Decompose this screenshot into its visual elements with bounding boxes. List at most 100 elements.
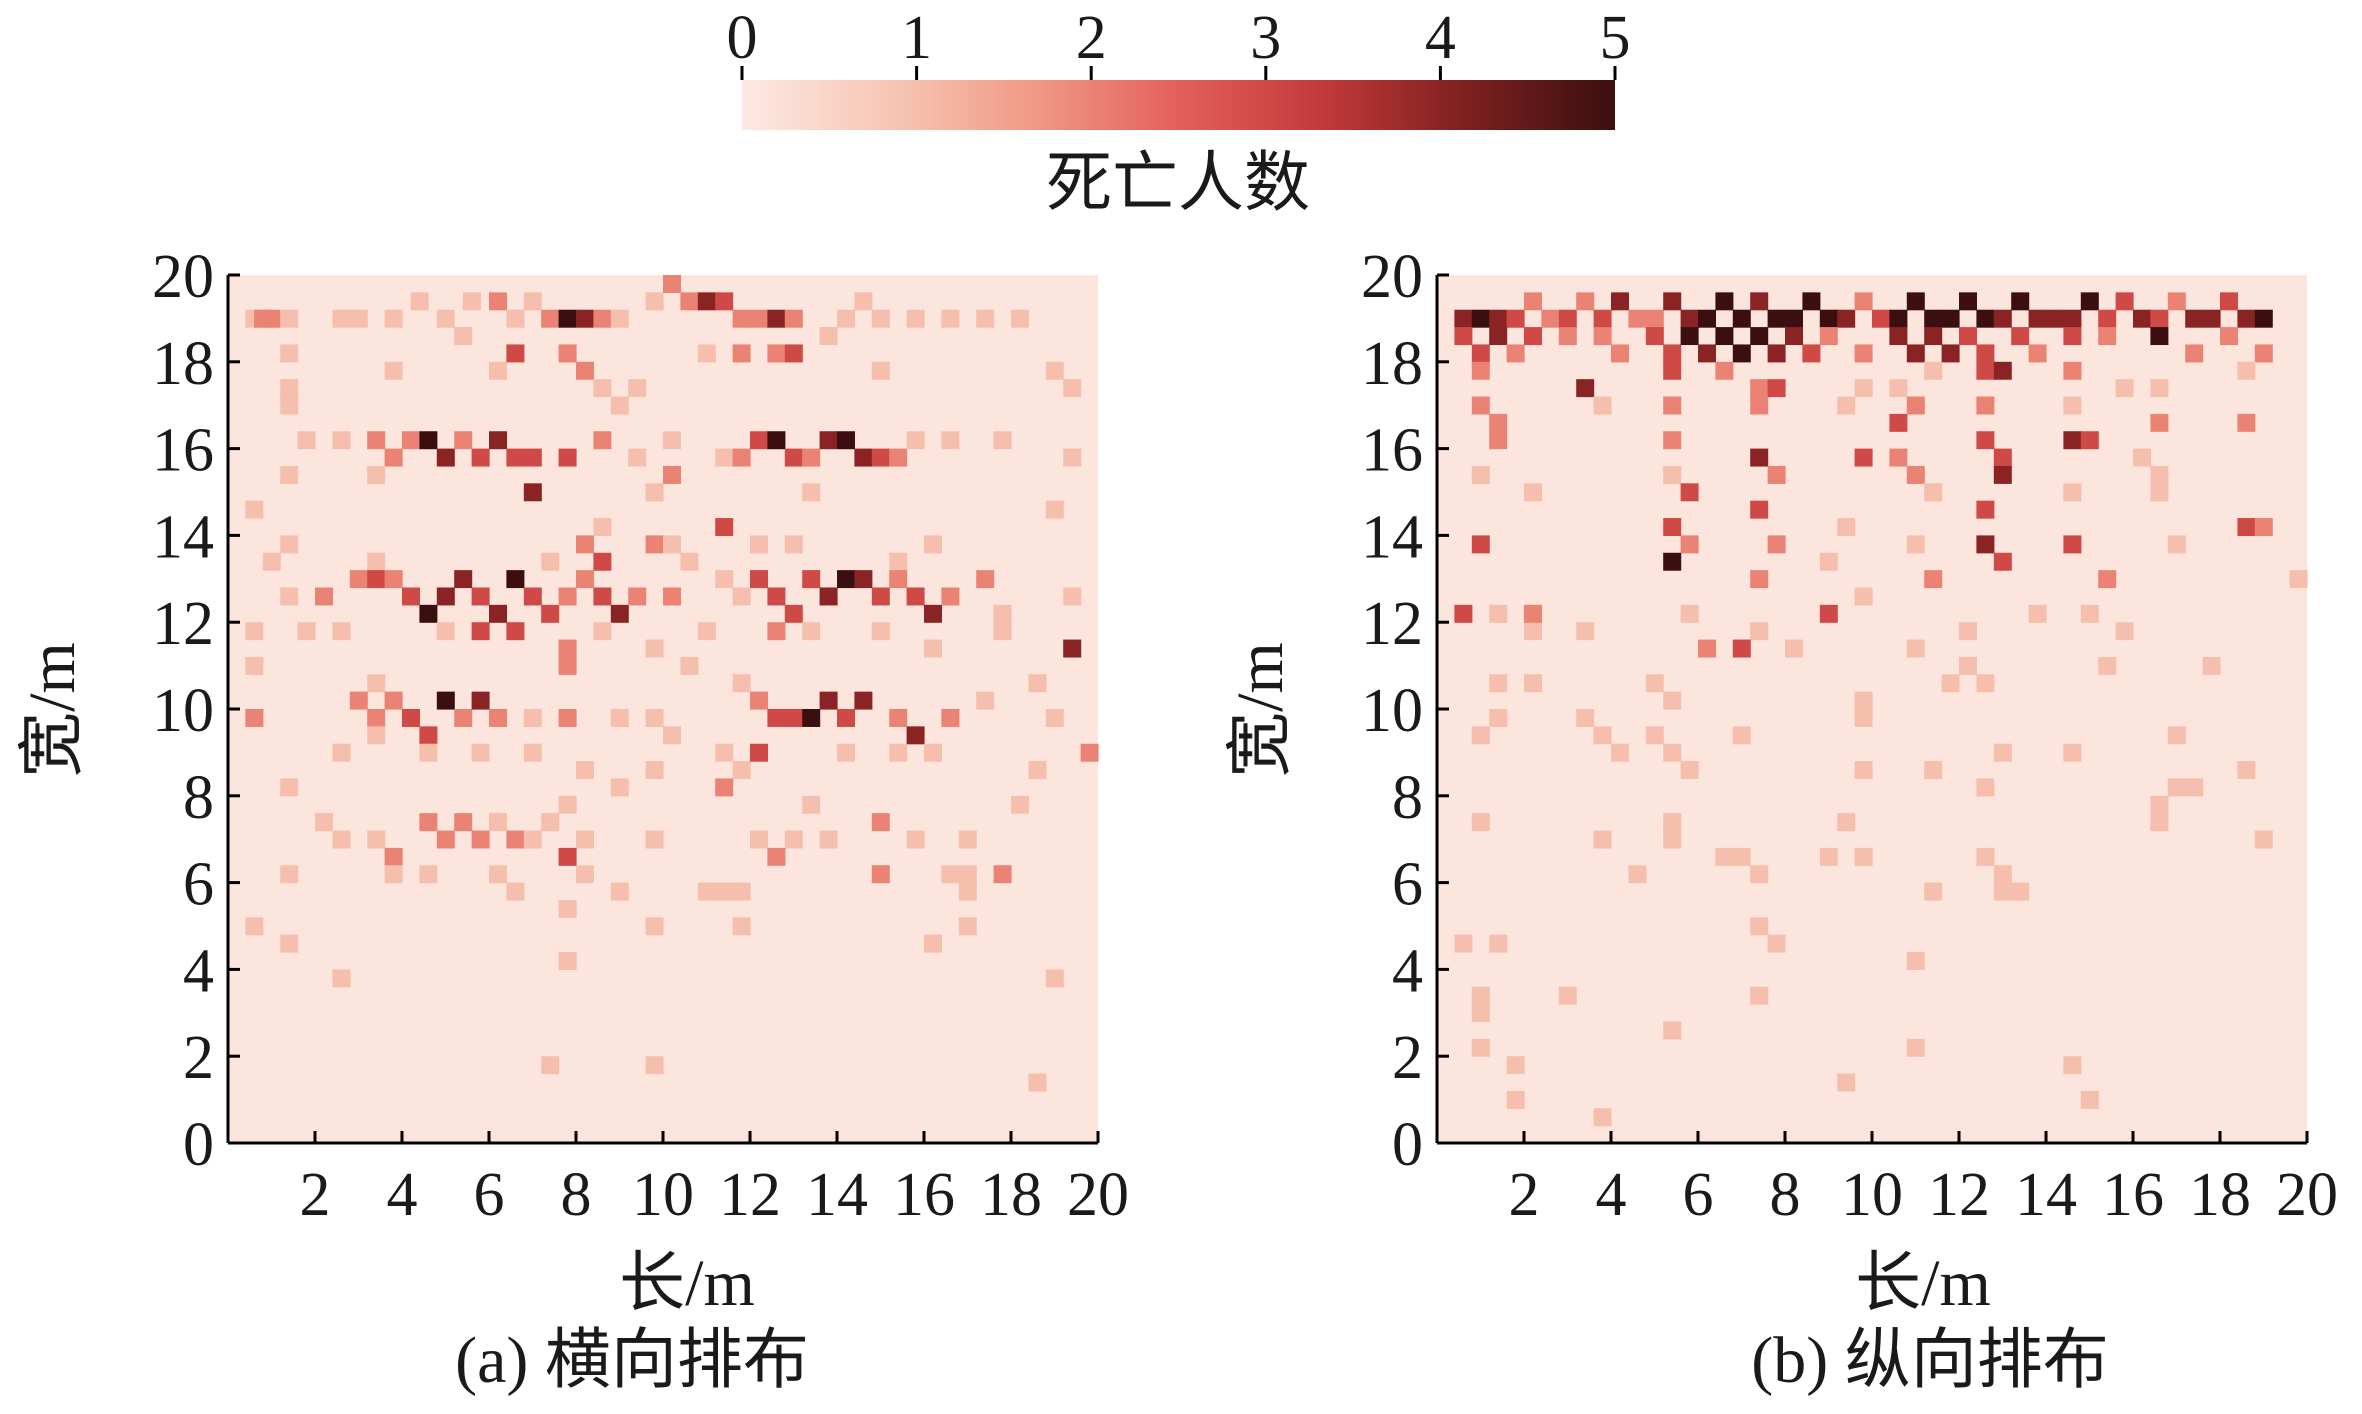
y-tick-label: 16	[1361, 417, 1423, 485]
heatmap-cell	[1454, 604, 1473, 623]
heatmap-cell	[1663, 552, 1682, 571]
heatmap-cell	[384, 847, 403, 866]
x-tick-label: 14	[2015, 1161, 2077, 1229]
heatmap-cell	[645, 761, 664, 780]
heatmap-cell	[471, 587, 490, 606]
heatmap-cell	[1767, 344, 1786, 363]
heatmap-cell	[906, 830, 925, 849]
heatmap-cell	[402, 587, 420, 606]
heatmap-cell	[506, 309, 525, 328]
heatmap-cell	[976, 570, 995, 589]
heatmap-cell	[1698, 344, 1716, 363]
heatmap-cell	[1802, 344, 1821, 363]
heatmap-cell	[1750, 292, 1769, 311]
heatmap-cell	[924, 639, 942, 658]
heatmap-cell	[2098, 309, 2117, 328]
heatmap-cell	[297, 431, 316, 450]
heatmap-cell	[1471, 813, 1490, 832]
heatmap-cell	[1924, 327, 1943, 346]
heatmap-cell	[1854, 709, 1873, 727]
heatmap-cell	[1854, 761, 1873, 780]
panel-a-caption: (a) 横向排布	[455, 1324, 809, 1397]
heatmap-cell	[645, 917, 664, 936]
heatmap-cell	[1732, 344, 1751, 363]
heatmap-cell	[1837, 1073, 1856, 1092]
heatmap-cell	[1663, 344, 1682, 363]
heatmap-cell	[2254, 518, 2273, 536]
heatmap-cell	[1663, 396, 1682, 415]
heatmap-cell	[697, 344, 716, 363]
heatmap-cell	[2202, 656, 2221, 675]
colorbar-tick-label: 5	[1600, 4, 1631, 72]
heatmap-cell	[384, 691, 403, 710]
heatmap-cell	[871, 865, 890, 884]
heatmap-cell	[1698, 309, 1716, 328]
heatmap-cell	[2080, 431, 2099, 450]
heatmap-cell	[280, 778, 299, 797]
heatmap-cell	[523, 292, 542, 311]
heatmap-cell	[1715, 361, 1734, 380]
heatmap-cell	[419, 604, 438, 623]
heatmap-cell	[558, 847, 577, 866]
heatmap-cell	[384, 361, 403, 380]
x-tick-label: 10	[1841, 1161, 1903, 1229]
heatmap-cell	[454, 431, 473, 450]
heatmap-cell	[1924, 882, 1943, 901]
heatmap-cell	[889, 448, 908, 467]
x-tick-label: 18	[980, 1161, 1042, 1229]
heatmap-cell	[462, 292, 481, 311]
heatmap-cell	[506, 830, 525, 849]
heatmap-cell	[471, 691, 490, 710]
heatmap-cell	[645, 830, 664, 849]
heatmap-cell	[280, 309, 299, 328]
heatmap-cell	[767, 309, 786, 328]
heatmap-cell	[663, 587, 681, 606]
heatmap-cell	[2063, 743, 2082, 762]
heatmap-cell	[767, 709, 786, 727]
heatmap-cell	[1558, 309, 1577, 328]
heatmap-cell	[1593, 396, 1612, 415]
heatmap-cell	[871, 361, 890, 380]
heatmap-cell	[854, 292, 873, 311]
heatmap-cell	[1889, 413, 1908, 432]
heatmap-cell	[1680, 483, 1699, 502]
heatmap-cell	[2098, 656, 2117, 675]
heatmap-cell	[245, 709, 264, 727]
heatmap-cell	[1063, 587, 1082, 606]
heatmap-cell	[1663, 1021, 1682, 1040]
heatmap-cell	[1715, 292, 1734, 311]
heatmap-cell	[506, 344, 525, 363]
heatmap-cell	[2289, 570, 2308, 589]
heatmap-cell	[645, 535, 664, 554]
heatmap-cell	[1471, 535, 1490, 554]
heatmap-cell	[1524, 327, 1542, 346]
heatmap-cell	[610, 778, 629, 797]
heatmap-cell	[1471, 361, 1490, 380]
heatmap-cell	[697, 292, 716, 311]
heatmap-cell	[367, 709, 386, 727]
heatmap-cell	[523, 830, 542, 849]
panel-a-ylabel: 宽/m	[16, 642, 89, 778]
heatmap-cell	[1819, 552, 1838, 571]
heatmap-cell	[837, 431, 855, 450]
heatmap-cell	[2063, 309, 2082, 328]
heatmap-cell	[715, 518, 734, 536]
heatmap-cell	[1854, 379, 1873, 398]
heatmap-cell	[941, 431, 960, 450]
heatmap-cell	[2150, 813, 2169, 832]
heatmap-cell	[1976, 674, 1995, 693]
heatmap-cell	[576, 535, 594, 554]
heatmap-cell	[2115, 622, 2134, 641]
heatmap-cell	[2063, 1056, 2082, 1075]
colorbar-tick-label: 2	[1076, 4, 1107, 72]
heatmap-cell	[924, 535, 942, 554]
heatmap-cell	[732, 882, 751, 901]
heatmap-cell	[732, 587, 751, 606]
heatmap-cells	[1454, 292, 2308, 1127]
heatmap-cell	[245, 656, 264, 675]
heatmap-cell	[1558, 986, 1577, 1005]
y-tick-label: 20	[152, 243, 214, 311]
heatmap-cell	[1576, 709, 1595, 727]
heatmap-cell	[802, 622, 821, 641]
heatmap-cell	[1976, 361, 1995, 380]
